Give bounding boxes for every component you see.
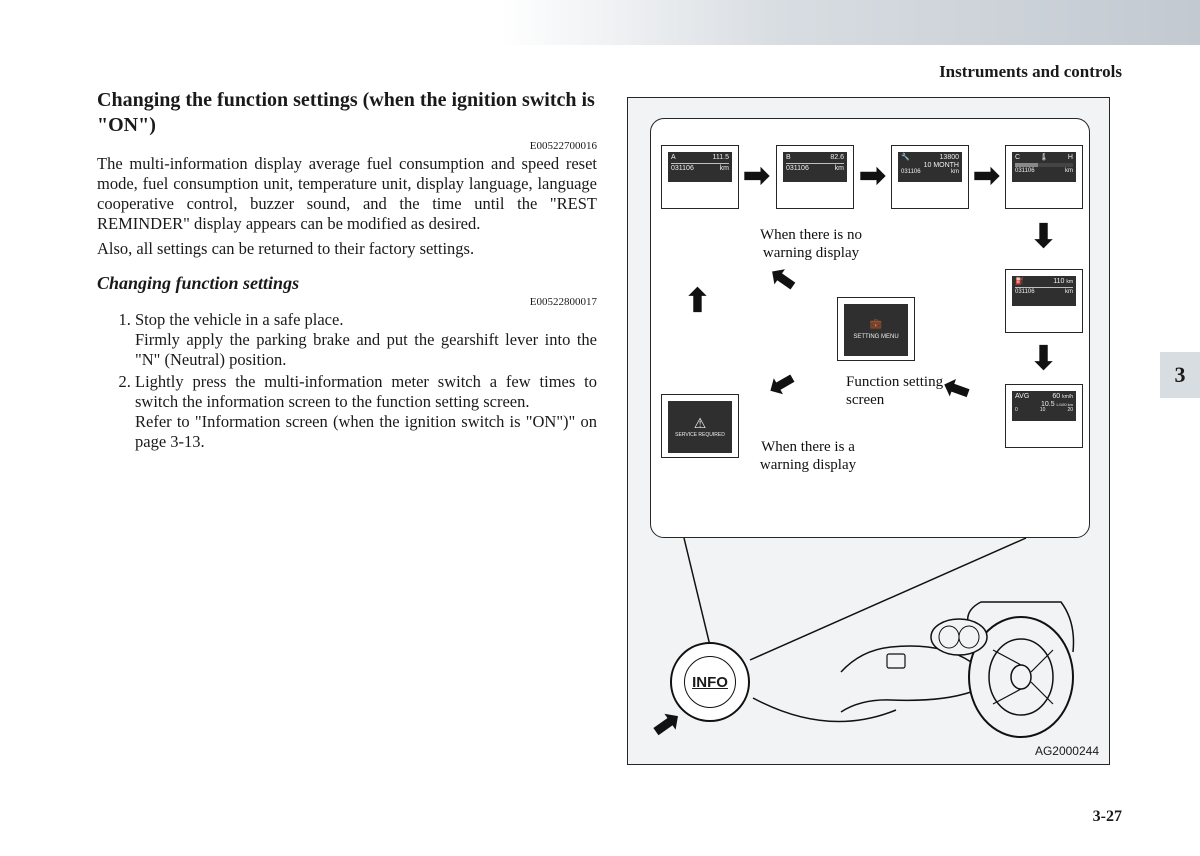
- chapter-number: 3: [1175, 362, 1186, 388]
- arrow-no-warning: ➡: [762, 259, 802, 301]
- chapter-tab: 3: [1160, 352, 1200, 398]
- lcd-trip-a: A111.5 031106km: [668, 152, 732, 182]
- steps-list: Stop the vehicle in a safe place. Firmly…: [135, 310, 597, 453]
- lcd-trip-b: B82.6 031106km: [783, 152, 847, 182]
- lcd-temp: C🌡H 031106km: [1012, 152, 1076, 182]
- screen-setting-menu: 💼 SETTING MENU: [837, 297, 915, 361]
- warning-icon: ⚠: [694, 416, 707, 431]
- arrow-right-1: ➡: [743, 159, 770, 191]
- step-1a: Stop the vehicle in a safe place.: [135, 310, 343, 329]
- info-button-label: INFO: [670, 642, 750, 722]
- info-button: INFO: [670, 642, 750, 722]
- step-1b: Firmly apply the parking brake and put t…: [135, 330, 597, 369]
- thermometer-icon: 🌡: [1040, 154, 1049, 162]
- lcd-fuel-range: ⛽110 km 031106km: [1012, 276, 1076, 306]
- intro-paragraph-1: The multi-information display average fu…: [97, 154, 597, 235]
- lcd-setting-menu: 💼 SETTING MENU: [844, 304, 908, 356]
- page-number: 3-27: [1093, 808, 1122, 826]
- flow-panel: A111.5 031106km B82.6 031106km 🔧13800 10…: [650, 118, 1090, 538]
- step-2: Lightly press the multi-information mete…: [135, 372, 597, 453]
- wrench-icon: 🔧: [901, 154, 910, 162]
- section-header: Instruments and controls: [939, 62, 1122, 82]
- label-function-setting: Function setting screen: [846, 374, 966, 409]
- lcd-avg: AVG60 km/h 10.5 L/100 km 01020: [1012, 391, 1076, 421]
- lcd-warning: ⚠ SERVICE REQUIRED: [668, 401, 732, 453]
- screen-trip-b: B82.6 031106km: [776, 145, 854, 209]
- screen-warning: ⚠ SERVICE REQUIRED: [661, 394, 739, 458]
- dashboard-sketch: [821, 592, 1081, 742]
- screen-temp: C🌡H 031106km: [1005, 145, 1083, 209]
- screen-trip-a: A111.5 031106km: [661, 145, 739, 209]
- screen-service: 🔧13800 10 MONTH 031106km: [891, 145, 969, 209]
- label-warning: When there is a warning display: [743, 439, 873, 474]
- doc-id-2: E00522800017: [97, 296, 597, 308]
- screen-avg: AVG60 km/h 10.5 L/100 km 01020: [1005, 384, 1083, 448]
- doc-id: E00522700016: [97, 140, 597, 152]
- intro-paragraph-2: Also, all settings can be returned to th…: [97, 239, 597, 259]
- briefcase-icon: 💼: [870, 319, 882, 330]
- arrow-down-1: ➡: [1028, 222, 1060, 249]
- figure-id: AG2000244: [1035, 744, 1099, 758]
- subheading: Changing function settings: [97, 273, 597, 294]
- header-gradient: [500, 0, 1200, 45]
- step-2a: Lightly press the multi-information mete…: [135, 372, 597, 411]
- figure: A111.5 031106km B82.6 031106km 🔧13800 10…: [627, 97, 1110, 765]
- step-1: Stop the vehicle in a safe place. Firmly…: [135, 310, 597, 370]
- lcd-service: 🔧13800 10 MONTH 031106km: [898, 152, 962, 182]
- arrow-down-2: ➡: [1028, 344, 1060, 371]
- text-column: Changing the function settings (when the…: [97, 88, 597, 455]
- label-no-warning: When there is no warning display: [741, 227, 881, 262]
- screen-fuel-range: ⛽110 km 031106km: [1005, 269, 1083, 333]
- arrow-up-left: ➡: [680, 287, 712, 314]
- step-2b: Refer to "Information screen (when the i…: [135, 412, 597, 451]
- arrow-right-2: ➡: [859, 159, 886, 191]
- fuel-pump-icon: ⛽: [1015, 278, 1024, 286]
- arrow-to-warning: ➡: [763, 364, 802, 405]
- page-title: Changing the function settings (when the…: [97, 88, 597, 138]
- arrow-right-3: ➡: [973, 159, 1000, 191]
